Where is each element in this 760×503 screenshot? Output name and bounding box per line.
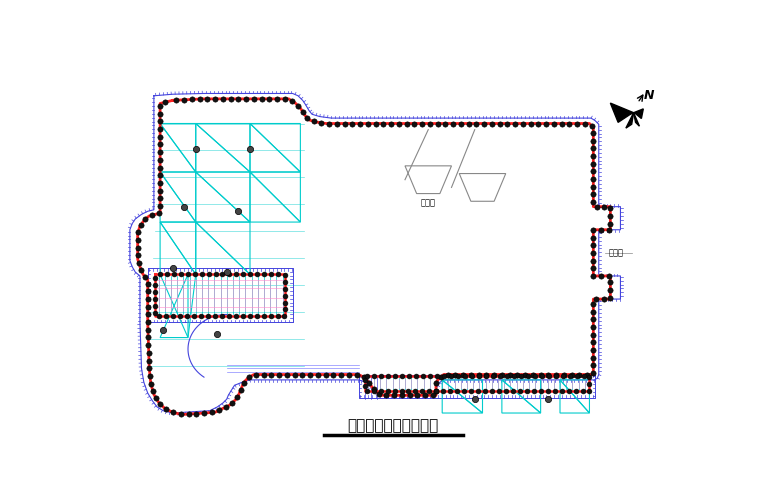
Text: N: N (644, 89, 654, 102)
Polygon shape (634, 109, 643, 119)
Polygon shape (610, 103, 634, 122)
Text: 集水坑: 集水坑 (421, 198, 435, 207)
Text: 排水沟: 排水沟 (609, 248, 624, 258)
Text: 基坑排水沟平面布置图: 基坑排水沟平面布置图 (348, 418, 439, 434)
Polygon shape (634, 113, 639, 126)
Polygon shape (626, 113, 634, 128)
